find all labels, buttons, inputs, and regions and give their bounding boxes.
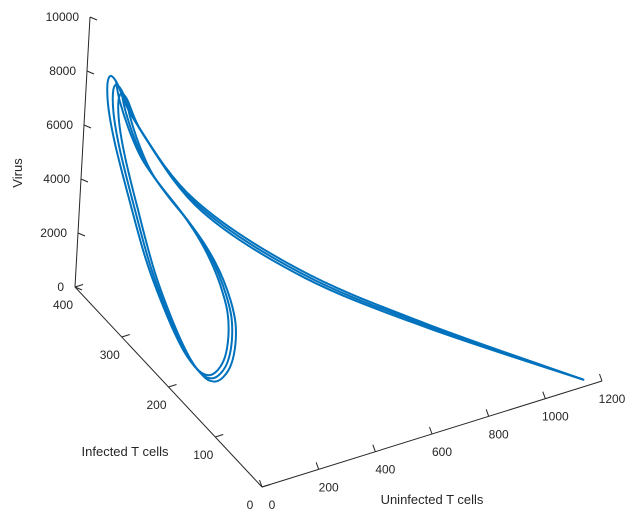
x-tick-mark: [542, 391, 546, 399]
x-tick-label: 800: [489, 427, 509, 441]
x-tick-label: 200: [319, 480, 339, 494]
y-tick-mark: [215, 434, 224, 438]
tick-labels: 0200400600800100012000100200300400020004…: [40, 10, 625, 512]
x-tick-label: 1200: [599, 392, 626, 406]
y-axis-title: Infected T cells: [82, 444, 169, 459]
trajectory-curve: [106, 74, 585, 383]
z-tick-label: 2000: [40, 226, 67, 240]
y-tick-mark: [261, 484, 271, 488]
z-tick-label: 10000: [46, 10, 80, 24]
y-tick-label: 200: [146, 398, 166, 412]
axes: [74, 16, 603, 488]
series-line: [106, 74, 584, 381]
x-tick-mark: [599, 373, 603, 382]
y-tick-label: 300: [100, 348, 120, 362]
z-tick-mark: [83, 124, 92, 129]
z-tick-mark: [77, 232, 86, 237]
z-tick-label: 6000: [46, 118, 73, 132]
y-tick-mark: [74, 284, 84, 288]
series-line: [117, 92, 585, 383]
y-tick-mark: [168, 384, 177, 388]
z-axis-line: [74, 16, 91, 288]
y-tick-label: 100: [193, 448, 213, 462]
x-tick-label: 0: [269, 498, 276, 512]
x-axis-title: Uninfected T cells: [381, 492, 484, 507]
x-tick-mark: [372, 444, 376, 452]
series-line: [111, 83, 585, 381]
z-tick-label: 8000: [49, 64, 76, 78]
x-tick-label: 1000: [542, 410, 569, 424]
z-tick-mark: [74, 286, 83, 291]
x-tick-mark: [315, 462, 320, 470]
x-tick-label: 400: [375, 463, 395, 477]
z-tick-mark: [80, 178, 89, 183]
x-tick-mark: [429, 426, 433, 435]
y-tick-label: 400: [53, 298, 73, 312]
z-tick-label: 4000: [43, 172, 70, 186]
x-tick-label: 600: [432, 445, 452, 459]
x-tick-mark: [259, 479, 263, 488]
x-tick-mark: [485, 409, 490, 417]
y-tick-mark: [121, 334, 130, 338]
y-tick-label: 0: [247, 498, 254, 512]
z-axis-title: Virus: [10, 158, 25, 188]
z-tick-label: 0: [57, 280, 64, 294]
z-tick-mark: [86, 70, 95, 75]
z-tick-mark: [89, 16, 98, 21]
